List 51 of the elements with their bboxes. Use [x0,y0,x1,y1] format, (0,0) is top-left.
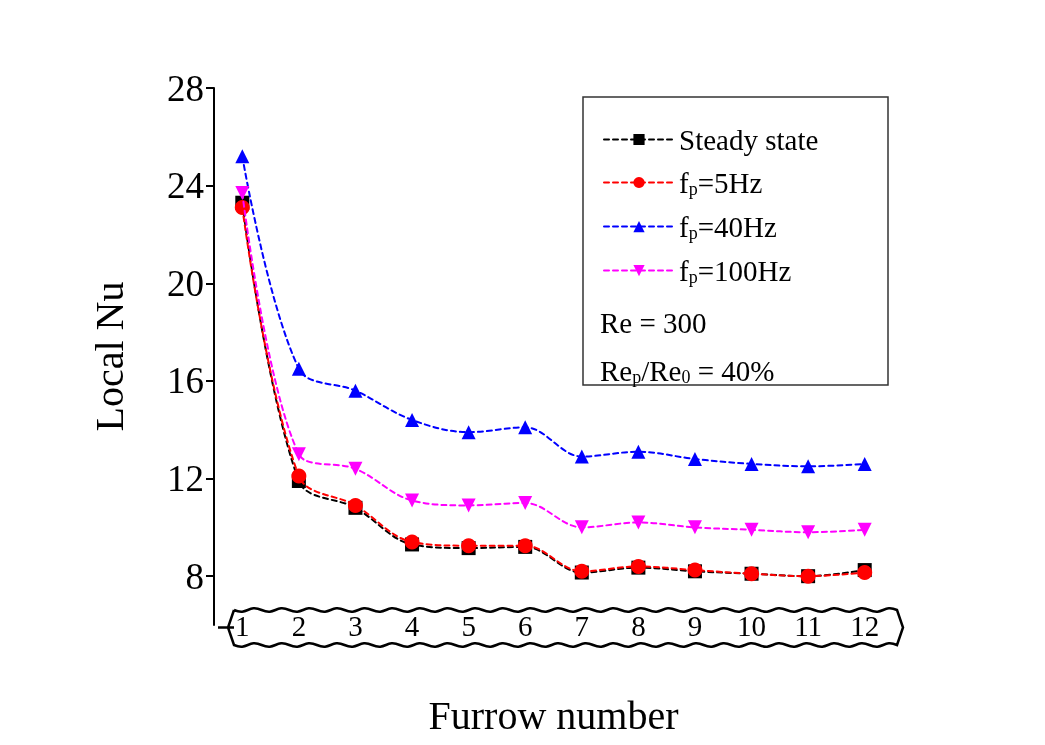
annotation: Re = 300 [600,306,707,339]
x-tick-label: 12 [850,609,880,642]
point [291,447,306,462]
y-tick-label: 28 [167,67,204,109]
point [857,456,872,471]
y-tick-label: 8 [185,555,204,597]
y-tick-label: 12 [167,458,204,500]
point [744,456,759,471]
point [744,522,759,537]
point [291,361,306,376]
point [461,425,476,440]
annotation: Rep/Re0 = 40% [600,354,775,388]
x-axis-title: Furrow number [428,692,679,738]
point [348,383,363,398]
x-tick-label: 7 [574,609,590,642]
point [631,444,646,459]
y-tick-label: 20 [167,262,204,304]
point [291,468,307,484]
point [574,449,589,464]
x-tick-label: 10 [737,609,767,642]
x-tick-label: 3 [348,609,363,642]
point [687,520,702,535]
x-tick-label: 1 [235,609,250,642]
point [574,520,589,535]
point [518,495,533,510]
x-tick-label: 2 [291,609,307,642]
point [235,185,250,200]
point [405,412,420,427]
x-tick-label: 4 [404,609,420,642]
y-tick-label: 16 [167,360,204,402]
point [518,420,533,435]
legend-label: fp=40Hz [679,210,777,244]
y-axis-title: Local Nu [86,281,132,432]
point [405,493,420,508]
x-tick-label: 8 [631,609,646,642]
legend-label: fp=5Hz [679,166,763,200]
point [235,149,250,164]
y-tick-label: 24 [167,165,204,207]
x-tick-label: 11 [794,609,823,642]
legend-label: fp=100Hz [679,254,792,288]
point [801,459,816,474]
legend-label: Steady state [679,123,819,156]
point [631,515,646,530]
x-tick-label: 6 [517,609,533,642]
point [801,525,816,540]
point [687,452,702,467]
point [461,498,476,513]
point [348,461,363,476]
point [857,522,872,537]
x-tick-label: 9 [687,609,703,642]
x-tick-label: 5 [461,609,476,642]
